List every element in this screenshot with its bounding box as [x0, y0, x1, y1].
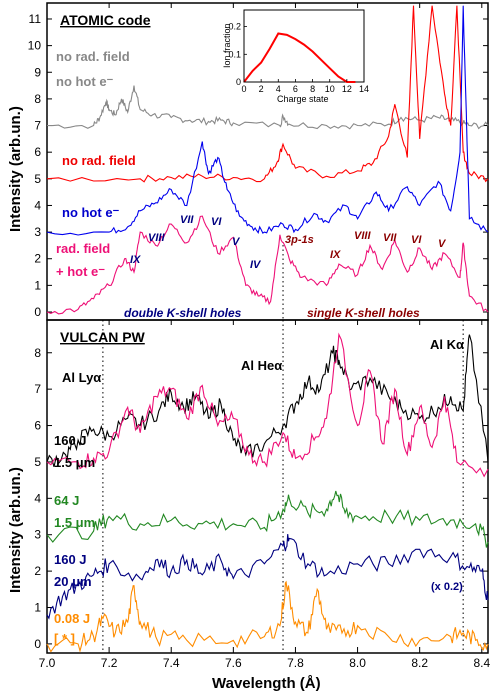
inset-x-tick-label: 8: [310, 84, 315, 94]
roman-double-v: V: [232, 236, 241, 248]
label-double-k: double K-shell holes: [124, 306, 242, 320]
roman-single-viii: VIII: [354, 230, 371, 242]
series-line: [46, 85, 489, 130]
label-no-hot-gray: no hot e⁻: [56, 74, 114, 89]
label-no-hot-blue: no hot e⁻: [62, 205, 120, 220]
series-label-energy-3: 160 J: [54, 552, 87, 567]
inset-xlabel: Charge state: [277, 94, 329, 104]
series-line: [46, 534, 489, 620]
x-tick-label: 8.4: [473, 656, 490, 670]
inset-x-tick-label: 4: [276, 84, 281, 94]
series-line: [46, 332, 489, 478]
roman-double-vi: VI: [211, 216, 222, 228]
x-tick-label: 7.4: [163, 656, 180, 670]
y-tick-label-bottom: 5: [34, 455, 41, 469]
x-tick-label: 7.2: [101, 656, 118, 670]
y-tick-label-top: 10: [28, 39, 42, 53]
y-tick-label-bottom: 4: [34, 491, 41, 505]
series-lines: [46, 5, 489, 653]
y-tick-label-top: 11: [29, 12, 42, 26]
inset-plot: 0 2 4 6 8 10 12 14 0 0.1 0.2: [228, 22, 369, 94]
label-al-ly: Al Lyα: [62, 370, 101, 385]
roman-double-ix: IX: [130, 254, 141, 266]
y-tick-label-top: 2: [34, 252, 41, 266]
series-line: [46, 215, 489, 315]
label-rad-field: rad. field: [56, 241, 110, 256]
series-label-size-1: 1.5 μm: [54, 455, 95, 470]
roman-double-iv: IV: [250, 259, 262, 271]
bottom-panel-title: VULCAN PW: [60, 329, 146, 345]
inset-series-line: [243, 32, 356, 83]
y-tick-label-top: 7: [34, 119, 41, 133]
y-tick-label-top: 8: [34, 92, 41, 106]
series-line: [46, 5, 489, 236]
x-tick-label: 7.8: [287, 656, 304, 670]
inset-x-tick-label: 2: [259, 84, 264, 94]
series-label-energy-1: 160 J: [54, 433, 87, 448]
series-label-energy-4: 0.08 J: [54, 611, 90, 626]
label-al-ka: Al Kα: [430, 337, 464, 352]
x-tick-label: 8.0: [349, 656, 366, 670]
series-line: [46, 334, 489, 468]
series-label-energy-2: 64 J: [54, 493, 79, 508]
inset-x-tick-label: 10: [325, 84, 335, 94]
roman-single-ix: IX: [330, 249, 341, 261]
y-tick-label-bottom: 6: [34, 419, 41, 433]
y-tick-label-top: 0: [34, 305, 41, 319]
roman-double-vii: VII: [180, 214, 194, 226]
label-no-rad-gray: no rad. field: [56, 49, 130, 64]
y-tick-label-bottom: 1: [34, 601, 41, 615]
y-tick-label-bottom: 2: [34, 564, 41, 578]
y-axis-label-bottom: Intensity (arb.un.): [7, 467, 24, 593]
y-tick-label-top: 6: [34, 145, 41, 159]
label-hot-e: + hot e⁻: [56, 264, 105, 279]
inset-ylabel: Ion fraction: [222, 23, 232, 68]
y-tick-label-bottom: 3: [34, 528, 41, 542]
inset-x-tick-label: 12: [342, 84, 352, 94]
series-label-size-2: 1.5 μm: [54, 515, 95, 530]
bottom-panel-frame: [46, 319, 489, 654]
x-tick-label: 8.2: [411, 656, 428, 670]
y-tick-label-top: 1: [34, 278, 41, 292]
scale-note: (x 0.2): [431, 581, 463, 593]
label-single-k: single K-shell holes: [307, 306, 420, 320]
label-no-rad-red: no rad. field: [62, 153, 136, 168]
inset-y-tick-label: 0.1: [228, 49, 241, 59]
label-3p1s: 3p-1s: [285, 234, 314, 246]
inset-frame: [243, 9, 365, 83]
y-tick-label-bottom: 0: [34, 637, 41, 651]
y-tick-label-top: 3: [34, 225, 41, 239]
y-axis-label-top: Intensity (arb.un.): [7, 106, 24, 232]
y-tick-label-top: 4: [34, 198, 41, 212]
roman-single-vi: VI: [411, 234, 422, 246]
roman-single-v: V: [438, 238, 447, 250]
x-tick-label: 7.0: [39, 656, 56, 670]
series-line: [46, 490, 489, 548]
roman-double-viii: VIII: [148, 232, 165, 244]
inset-x-tick-label: 14: [359, 84, 369, 94]
y-tick-label-bottom: 7: [34, 382, 41, 396]
x-axis-label: Wavelength (Å): [212, 675, 321, 692]
series-label-size-3: 20 μm: [54, 574, 92, 589]
roman-single-vii: VII: [383, 232, 397, 244]
label-al-he: Al Heα: [241, 358, 282, 373]
y-tick-label-top: 5: [34, 172, 41, 186]
series-line: [46, 5, 489, 183]
top-panel-title: ATOMIC code: [60, 12, 151, 28]
y-tick-label-top: 9: [34, 65, 41, 79]
inset-y-tick-label: 0.2: [228, 22, 241, 32]
reference-lines: [102, 245, 464, 653]
inset-x-tick-label: 6: [293, 84, 298, 94]
series-label-size-4: [ * ]: [54, 631, 75, 646]
x-tick-label: 7.6: [225, 656, 242, 670]
axis-ticks: 7.0 7.2 7.4 7.6 7.8 8.0 8.2 8.40123456789101101…: [28, 3, 490, 670]
inset-x-tick-label: 0: [241, 84, 246, 94]
series-line: [46, 580, 489, 653]
y-tick-label-bottom: 8: [34, 346, 41, 360]
inset-y-tick-label: 0: [236, 77, 241, 87]
